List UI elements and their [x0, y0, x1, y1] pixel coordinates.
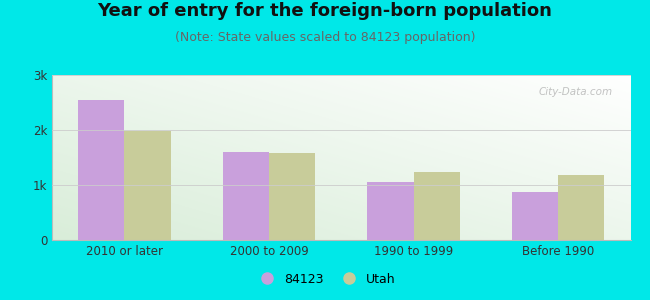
- Bar: [78, 100, 124, 240]
- Bar: [413, 172, 460, 240]
- Bar: [367, 182, 413, 240]
- Bar: [558, 175, 605, 240]
- Bar: [223, 152, 269, 240]
- Legend: 84123, Utah: 84123, Utah: [249, 268, 401, 291]
- Text: (Note: State values scaled to 84123 population): (Note: State values scaled to 84123 popu…: [175, 32, 475, 44]
- Bar: [512, 192, 558, 240]
- Text: City-Data.com: City-Data.com: [539, 86, 613, 97]
- Text: Year of entry for the foreign-born population: Year of entry for the foreign-born popul…: [98, 2, 552, 20]
- Bar: [124, 131, 170, 240]
- Bar: [269, 153, 315, 240]
